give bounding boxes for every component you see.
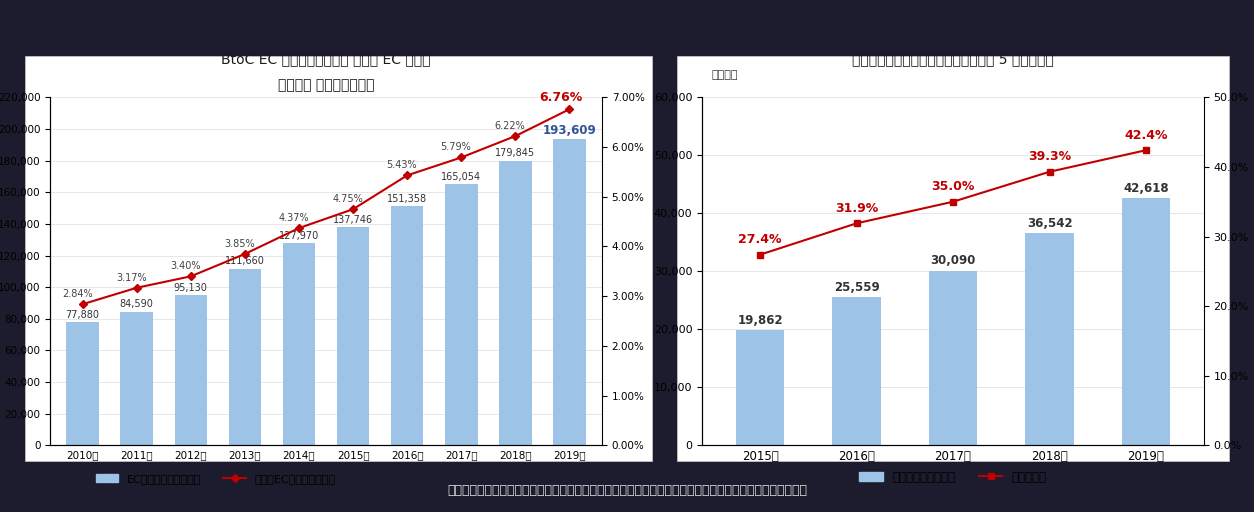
- Text: 127,970: 127,970: [278, 230, 319, 241]
- Bar: [282, 243, 315, 445]
- Text: スマートフォン経由の市場規模の直近 5 年間の推移: スマートフォン経由の市場規模の直近 5 年間の推移: [853, 53, 1053, 67]
- Text: 5.79%: 5.79%: [440, 142, 472, 153]
- Text: 4.37%: 4.37%: [278, 213, 308, 223]
- Text: 3.40%: 3.40%: [171, 261, 201, 271]
- Bar: [736, 330, 784, 445]
- Text: 参照：令和元年度内外一体の経済成長戦略構築にかかる国際経済調査事業（電子商取引に関する市場調査）: 参照：令和元年度内外一体の経済成長戦略構築にかかる国際経済調査事業（電子商取引に…: [446, 484, 808, 497]
- Text: 35.0%: 35.0%: [932, 180, 974, 194]
- Text: 111,660: 111,660: [224, 257, 265, 266]
- Text: 36,542: 36,542: [1027, 217, 1072, 230]
- Text: 27.4%: 27.4%: [739, 233, 781, 246]
- Bar: [929, 271, 977, 445]
- Text: 6.22%: 6.22%: [494, 121, 525, 131]
- Text: 3.17%: 3.17%: [115, 273, 147, 283]
- Text: 25,559: 25,559: [834, 281, 879, 294]
- Text: 193,609: 193,609: [543, 124, 597, 137]
- Text: 30,090: 30,090: [930, 254, 976, 267]
- Text: 42,618: 42,618: [1124, 182, 1169, 195]
- Bar: [337, 227, 370, 445]
- Text: 6.76%: 6.76%: [539, 91, 583, 104]
- Text: 39.3%: 39.3%: [1028, 151, 1071, 163]
- Text: 3.85%: 3.85%: [224, 239, 255, 249]
- Text: 95,130: 95,130: [174, 283, 208, 292]
- Bar: [391, 206, 424, 445]
- Bar: [499, 161, 532, 445]
- Text: 179,845: 179,845: [495, 148, 535, 158]
- Legend: スマホ経由市場規模, スマホ比率: スマホ経由市場規模, スマホ比率: [854, 466, 1052, 488]
- Bar: [66, 322, 99, 445]
- Bar: [553, 139, 586, 445]
- Text: （億円）: （億円）: [712, 70, 739, 80]
- Text: 4.75%: 4.75%: [332, 194, 364, 204]
- Bar: [1026, 233, 1073, 445]
- Text: 42.4%: 42.4%: [1125, 129, 1167, 142]
- Text: BtoC EC の市場規模および 物販系 EC 化率の: BtoC EC の市場規模および 物販系 EC 化率の: [221, 53, 431, 67]
- Text: 経年推移 （単位：億円）: 経年推移 （単位：億円）: [278, 78, 374, 92]
- Text: 19,862: 19,862: [737, 314, 782, 327]
- Bar: [120, 312, 153, 445]
- Text: 2.84%: 2.84%: [61, 289, 93, 299]
- Text: 165,054: 165,054: [441, 172, 482, 182]
- Text: 31.9%: 31.9%: [835, 202, 878, 215]
- Text: 5.43%: 5.43%: [386, 160, 418, 170]
- Bar: [174, 295, 207, 445]
- Bar: [445, 184, 478, 445]
- Text: 84,590: 84,590: [120, 299, 154, 309]
- Text: 77,880: 77,880: [65, 310, 99, 320]
- Text: 137,746: 137,746: [334, 215, 374, 225]
- Bar: [228, 269, 261, 445]
- Legend: EC市場規模（左目盛）, 物販系EC化率（右目盛）: EC市場規模（左目盛）, 物販系EC化率（右目盛）: [92, 470, 340, 488]
- Text: 151,358: 151,358: [387, 194, 428, 204]
- Bar: [833, 297, 880, 445]
- Bar: [1122, 198, 1170, 445]
